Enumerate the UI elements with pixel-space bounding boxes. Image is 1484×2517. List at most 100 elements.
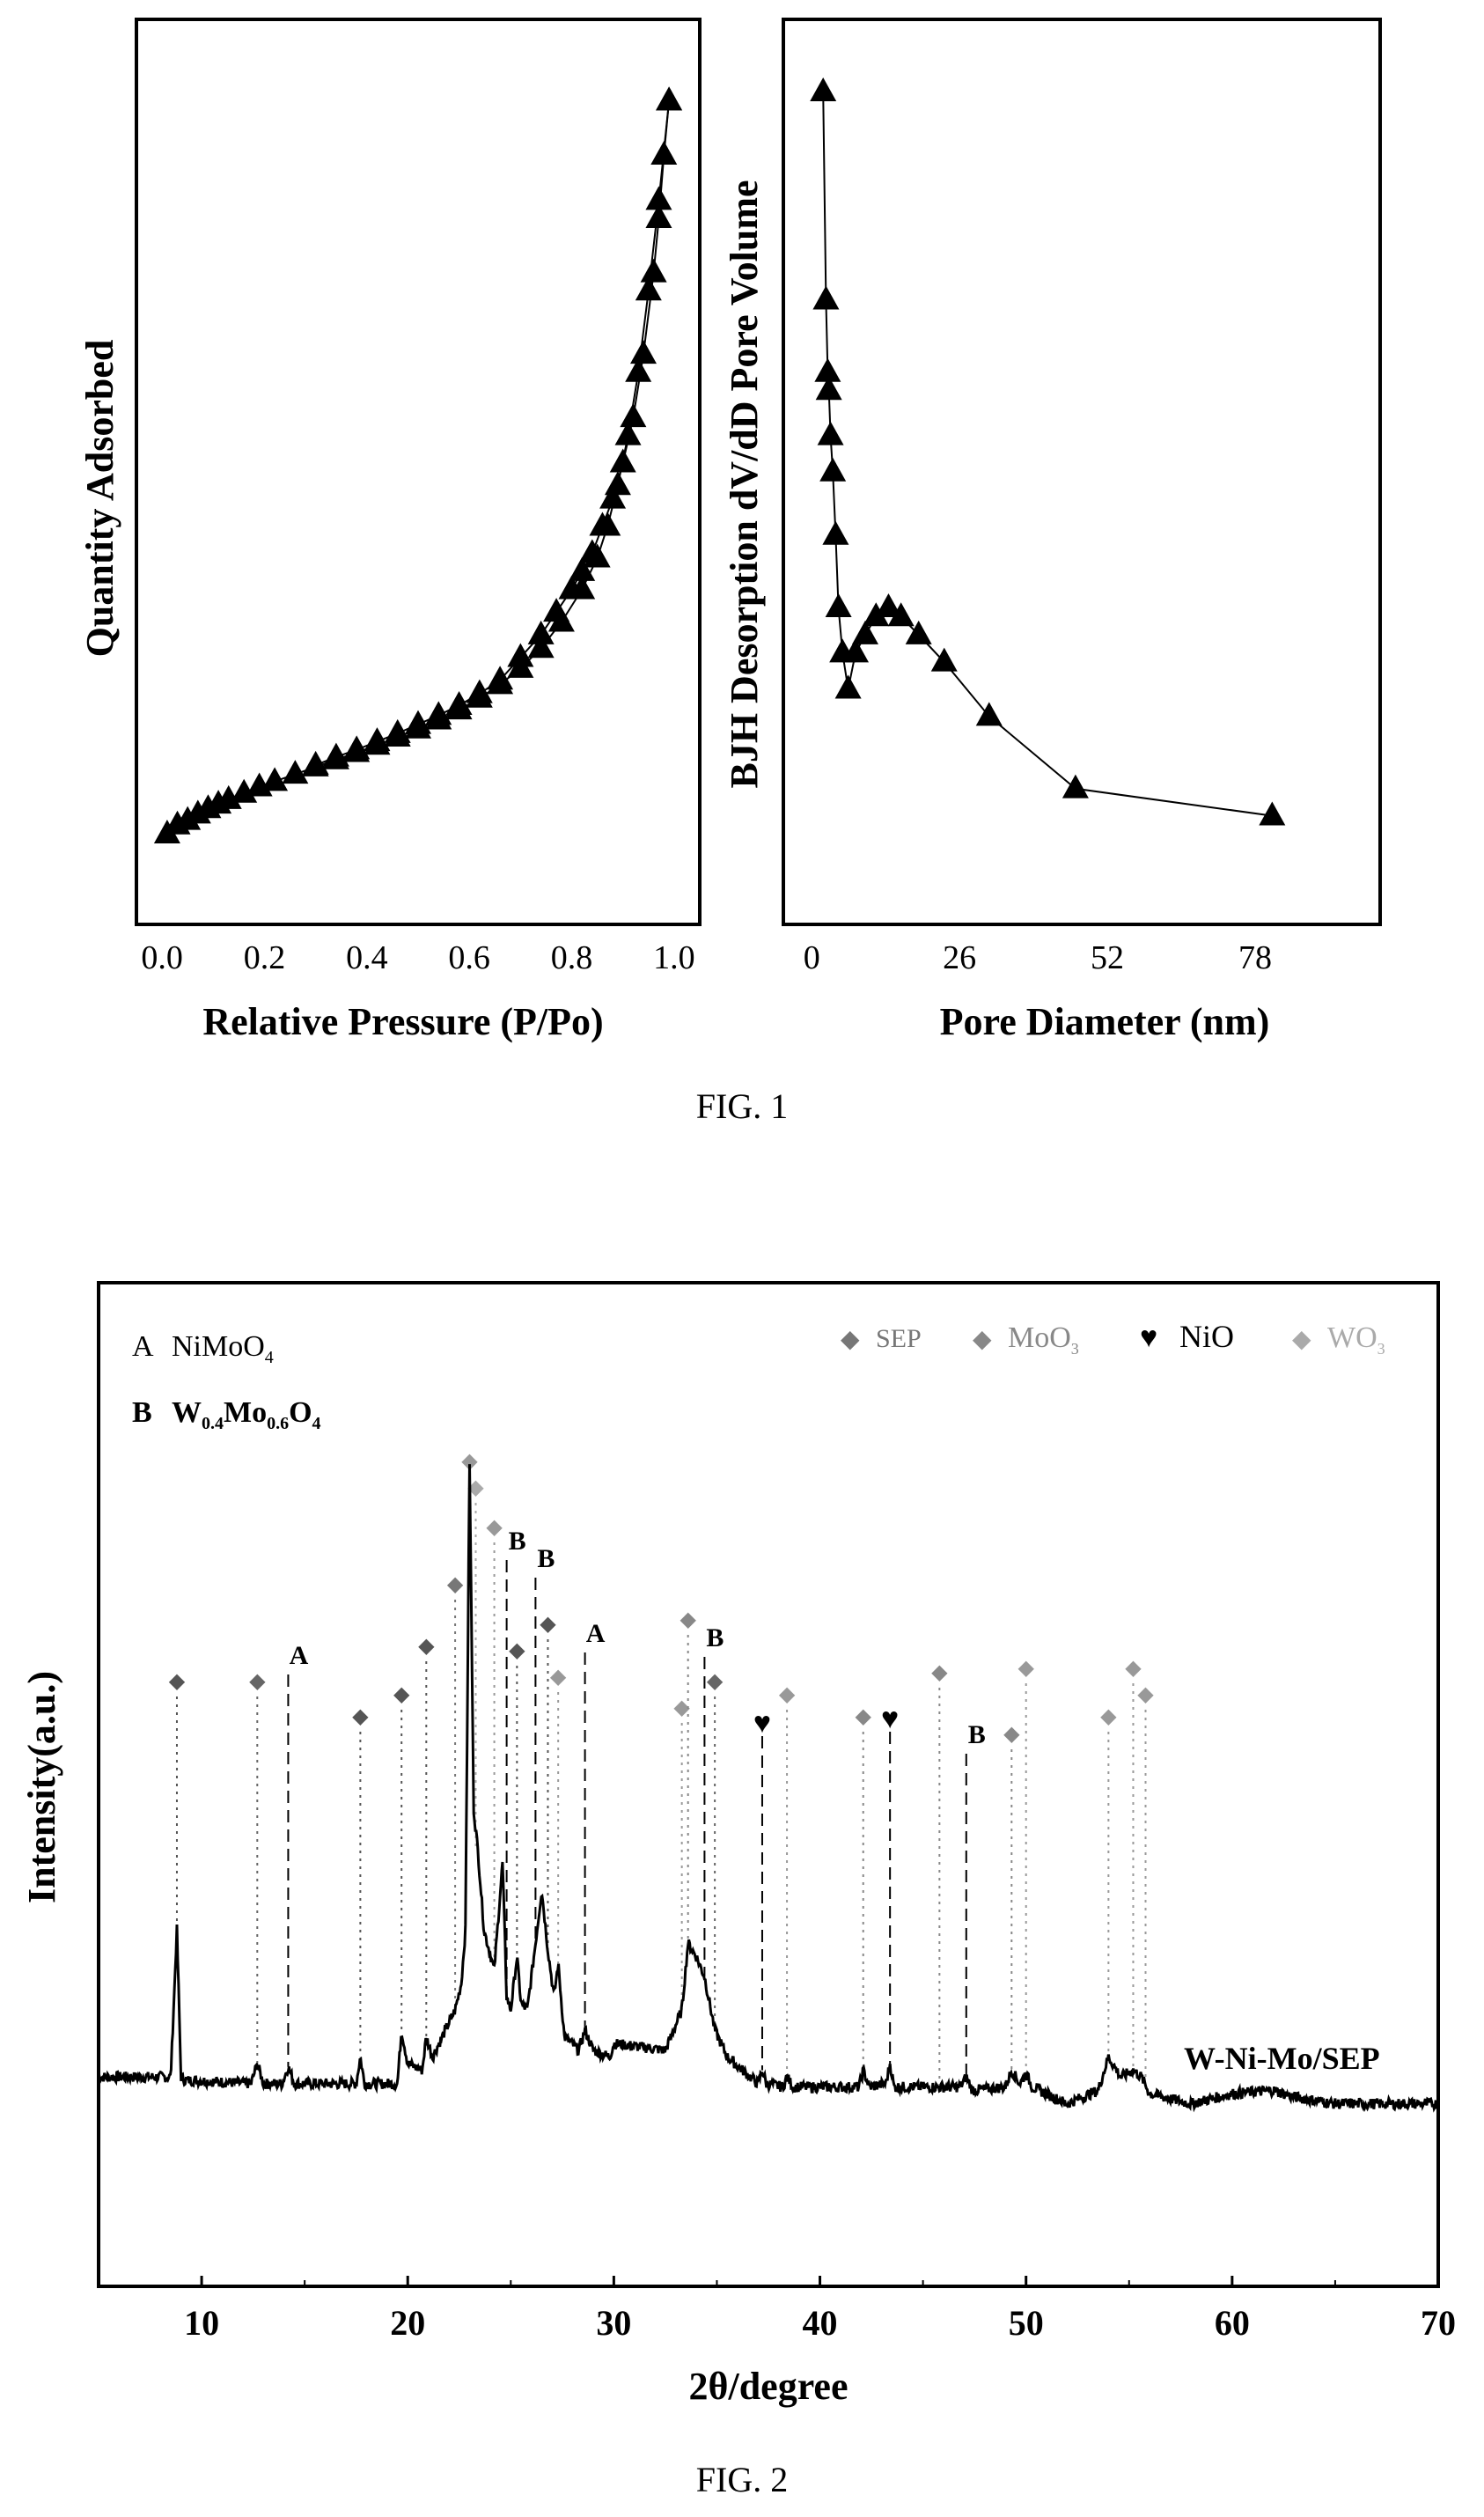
phase-marker-diamond: ◆ [707, 1670, 724, 1693]
sample-label: W-Ni-Mo/SEP [1184, 2041, 1380, 2076]
isotherm-x-tick-label: 0.2 [244, 939, 286, 976]
xrd-x-tick-label: 50 [1009, 2303, 1044, 2343]
bjh-x-tick-label: 0 [804, 939, 820, 976]
xrd-reference-lines: ◆◆A◆◆◆◆◆◆◆B◆B◆◆A◆◆B◆♥◆◆♥◆B◆◆◆◆◆ [169, 1450, 1155, 2087]
desorption-point-12 [543, 598, 569, 622]
isotherm-x-tick-label: 0.8 [551, 939, 593, 976]
phase-marker-diamond: ◆ [550, 1666, 567, 1689]
phase-marker-letter: B [706, 1623, 724, 1652]
legend-moo3-icon: ◆ [973, 1326, 992, 1353]
phase-marker-diamond: ◆ [779, 1683, 796, 1706]
phase-marker-heart: ♥ [753, 1707, 771, 1740]
xrd-x-tick-label: 60 [1215, 2303, 1250, 2343]
bjh-line [823, 92, 1272, 815]
bjh-point-19 [1259, 801, 1285, 825]
phase-marker-diamond: ◆ [1125, 1657, 1142, 1680]
phase-key-letter-b: B [132, 1396, 152, 1429]
bjh-x-tick-label: 52 [1091, 939, 1124, 976]
xrd-xlabel: 2θ/degree [689, 2365, 849, 2408]
phase-marker-diamond: ◆ [931, 1661, 948, 1684]
desorption-point-21 [364, 727, 390, 751]
phase-marker-diamond: ◆ [418, 1635, 435, 1658]
phase-marker-diamond: ◆ [249, 1670, 266, 1693]
xrd-x-tick-label: 10 [184, 2303, 219, 2343]
phase-key-w-mo-o: W0.4Mo0.6O4 [172, 1396, 321, 1433]
legend-nio-label: NiO [1179, 1319, 1234, 1354]
desorption-point-6 [610, 449, 636, 473]
desorption-point-4 [630, 340, 657, 364]
figure-sheet: 0.0 0.2 0.4 0.6 0.8 1.0 Quantity Adsorbed Rel… [0, 0, 1484, 2517]
bjh-point-6 [822, 521, 849, 545]
isotherm-x-ticks: 0.0 0.2 0.4 0.6 0.8 1.0 [141, 939, 694, 976]
phase-marker-diamond: ◆ [169, 1670, 186, 1693]
isotherm-xlabel: Relative Pressure (P/Po) [202, 1000, 603, 1043]
phase-marker-diamond: ◆ [540, 1613, 556, 1636]
legend-sep-label: SEP [876, 1324, 922, 1353]
xrd-ylabel: Intensity(a.u.) [20, 1671, 63, 1903]
bjh-point-5 [819, 458, 846, 482]
phase-marker-letter: A [290, 1641, 309, 1670]
xrd-chart: ◆ ◆ A ◆ ◆ ◆ ◆ ◆ ◆ ◆ B ◆ B ◆ ◆ A ◆ ◆ B ◆ ♥ ◆ ◆ ♥ ◆ B ◆ ◆ ◆ ◆ ◆ 10 20 30 40… [20, 1283, 1456, 2408]
isotherm-desorption-line [316, 101, 669, 766]
phase-marker-diamond: ◆ [447, 1573, 464, 1596]
desorption-point-1 [650, 141, 677, 165]
isotherm-ylabel: Quantity Adsorbed [78, 340, 121, 658]
desorption-point-22 [343, 735, 370, 759]
xrd-x-tick-label: 20 [390, 2303, 425, 2343]
bjh-point-0 [810, 77, 836, 101]
phase-marker-letter: B [968, 1720, 986, 1749]
phase-marker-diamond: ◆ [1017, 1657, 1034, 1680]
legend-wo3-icon: ◆ [1292, 1326, 1311, 1353]
phase-marker-letter: B [537, 1544, 555, 1573]
bjh-point-1 [812, 285, 839, 309]
phase-marker-heart: ♥ [881, 1703, 899, 1735]
bjh-ylabel: BJH Desorption dV/dD Pore Volume [723, 180, 766, 788]
fig2-caption: FIG. 2 [696, 2460, 788, 2499]
phase-marker-diamond: ◆ [393, 1683, 410, 1706]
phase-marker-letter: A [586, 1619, 606, 1648]
phase-marker-diamond: ◆ [352, 1705, 369, 1728]
bjh-point-18 [1062, 775, 1089, 799]
phase-marker-diamond: ◆ [486, 1516, 503, 1539]
phase-marker-diamond: ◆ [1137, 1683, 1154, 1706]
isotherm-x-tick-label: 0.6 [448, 939, 490, 976]
xrd-x-tick-label: 70 [1421, 2303, 1456, 2343]
bjh-point-7 [826, 593, 852, 617]
phase-key-nimoo4: NiMoO4 [172, 1330, 274, 1367]
xrd-x-tick-label: 40 [803, 2303, 838, 2343]
adsorption-point-27 [605, 471, 631, 495]
desorption-point-13 [528, 621, 555, 644]
xrd-plot-frame [99, 1283, 1438, 2286]
bjh-chart: 0 26 52 78 BJH Desorption dV/dD Pore Volume… [723, 19, 1380, 1043]
legend: ◆ SEP ◆ MoO3 ♥ NiO ◆ WO3 [841, 1319, 1385, 1358]
legend-moo3-label: MoO3 [1008, 1321, 1079, 1358]
phase-marker-diamond: ◆ [1100, 1705, 1117, 1728]
desorption-point-5 [620, 403, 646, 427]
bjh-points [810, 77, 1285, 825]
phase-marker-diamond: ◆ [1003, 1723, 1020, 1746]
legend-wo3-label: WO3 [1327, 1321, 1385, 1358]
isotherm-chart: 0.0 0.2 0.4 0.6 0.8 1.0 Quantity Adsorbed Rel… [78, 19, 700, 1043]
phase-marker-letter: B [509, 1527, 526, 1556]
xrd-pattern-line [99, 1464, 1438, 2109]
bjh-xlabel: Pore Diameter (nm) [940, 1000, 1270, 1043]
bjh-x-tick-label: 26 [943, 939, 976, 976]
phase-marker-diamond: ◆ [680, 1608, 696, 1631]
bjh-x-ticks: 0 26 52 78 [804, 939, 1272, 976]
isotherm-x-tick-label: 0.0 [141, 939, 183, 976]
isotherm-x-tick-label: 0.4 [346, 939, 388, 976]
bjh-point-4 [818, 422, 844, 445]
phase-key-letter-a: A [132, 1330, 154, 1363]
fig1-caption: FIG. 1 [696, 1086, 788, 1126]
isotherm-x-tick-label: 1.0 [653, 939, 695, 976]
bjh-point-9 [835, 675, 862, 699]
phase-key: A NiMoO4 B W0.4Mo0.6O4 [132, 1330, 321, 1433]
legend-nio-icon: ♥ [1140, 1321, 1157, 1354]
xrd-x-tick-label: 30 [596, 2303, 631, 2343]
phase-marker-diamond: ◆ [855, 1705, 871, 1728]
legend-sep-icon: ◆ [841, 1326, 860, 1353]
bjh-x-tick-label: 78 [1238, 939, 1272, 976]
desorption-point-0 [656, 86, 682, 110]
phase-marker-diamond: ◆ [509, 1639, 525, 1662]
desorption-point-3 [641, 259, 667, 283]
